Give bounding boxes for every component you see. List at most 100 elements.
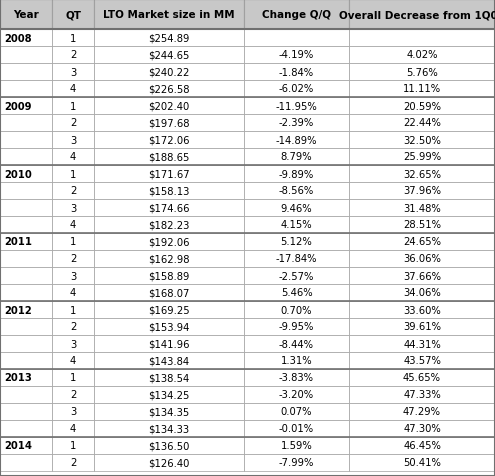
- Bar: [349, 183, 495, 199]
- Bar: [244, 369, 349, 386]
- Bar: [52, 454, 94, 471]
- Bar: [94, 437, 244, 454]
- Text: 2: 2: [70, 118, 76, 128]
- Text: $202.40: $202.40: [148, 101, 190, 111]
- Text: -1.84%: -1.84%: [279, 68, 314, 77]
- Bar: [52, 64, 94, 81]
- Text: $174.66: $174.66: [148, 203, 190, 213]
- Bar: [349, 132, 495, 149]
- Bar: [94, 98, 244, 115]
- Bar: [244, 199, 349, 217]
- Text: 8.79%: 8.79%: [281, 152, 312, 162]
- Text: 32.65%: 32.65%: [403, 169, 441, 179]
- Bar: [52, 250, 94, 268]
- Bar: [244, 335, 349, 352]
- Bar: [349, 335, 495, 352]
- Bar: [349, 268, 495, 284]
- Bar: [0, 183, 52, 199]
- Text: -0.01%: -0.01%: [279, 424, 314, 434]
- Text: Change Q/Q: Change Q/Q: [262, 10, 331, 20]
- Text: 0.07%: 0.07%: [281, 407, 312, 416]
- Bar: [52, 234, 94, 250]
- Text: 4.15%: 4.15%: [281, 220, 312, 230]
- Bar: [244, 166, 349, 183]
- Bar: [52, 318, 94, 335]
- Text: 1: 1: [70, 33, 76, 43]
- Text: 33.60%: 33.60%: [403, 305, 441, 315]
- Text: 3: 3: [70, 271, 76, 281]
- Text: -3.20%: -3.20%: [279, 390, 314, 400]
- Bar: [0, 115, 52, 132]
- Bar: [0, 81, 52, 98]
- Bar: [349, 149, 495, 166]
- Bar: [349, 284, 495, 301]
- Bar: [0, 318, 52, 335]
- Bar: [94, 318, 244, 335]
- Text: 43.57%: 43.57%: [403, 356, 441, 366]
- Text: 28.51%: 28.51%: [403, 220, 441, 230]
- Bar: [94, 301, 244, 318]
- Text: $244.65: $244.65: [148, 50, 190, 60]
- Bar: [349, 234, 495, 250]
- Bar: [52, 335, 94, 352]
- Bar: [0, 149, 52, 166]
- Bar: [244, 352, 349, 369]
- Text: 2: 2: [70, 390, 76, 400]
- Bar: [244, 0, 349, 30]
- Bar: [349, 318, 495, 335]
- Text: 2009: 2009: [4, 101, 32, 111]
- Bar: [0, 47, 52, 64]
- Text: 37.96%: 37.96%: [403, 186, 441, 196]
- Bar: [349, 47, 495, 64]
- Text: $134.35: $134.35: [148, 407, 190, 416]
- Bar: [0, 132, 52, 149]
- Text: $158.13: $158.13: [148, 186, 190, 196]
- Bar: [52, 420, 94, 437]
- Bar: [349, 403, 495, 420]
- Text: 47.29%: 47.29%: [403, 407, 441, 416]
- Text: 2014: 2014: [4, 441, 32, 451]
- Text: 47.33%: 47.33%: [403, 390, 441, 400]
- Text: 47.30%: 47.30%: [403, 424, 441, 434]
- Text: 22.44%: 22.44%: [403, 118, 441, 128]
- Bar: [349, 386, 495, 403]
- Text: 2013: 2013: [4, 373, 32, 383]
- Bar: [244, 149, 349, 166]
- Bar: [94, 199, 244, 217]
- Text: 5.12%: 5.12%: [281, 237, 312, 247]
- Bar: [94, 0, 244, 30]
- Bar: [52, 0, 94, 30]
- Text: Overall Decrease from 1Q08: Overall Decrease from 1Q08: [339, 10, 495, 20]
- Bar: [349, 420, 495, 437]
- Bar: [349, 369, 495, 386]
- Bar: [0, 64, 52, 81]
- Bar: [52, 301, 94, 318]
- Bar: [349, 81, 495, 98]
- Bar: [0, 352, 52, 369]
- Text: -14.89%: -14.89%: [276, 135, 317, 145]
- Bar: [0, 250, 52, 268]
- Bar: [94, 369, 244, 386]
- Text: $254.89: $254.89: [148, 33, 190, 43]
- Text: -2.57%: -2.57%: [279, 271, 314, 281]
- Text: 46.45%: 46.45%: [403, 441, 441, 451]
- Bar: [349, 301, 495, 318]
- Bar: [349, 437, 495, 454]
- Bar: [52, 352, 94, 369]
- Bar: [244, 234, 349, 250]
- Text: 34.06%: 34.06%: [403, 288, 441, 298]
- Text: $134.25: $134.25: [148, 390, 190, 400]
- Bar: [244, 284, 349, 301]
- Text: -4.19%: -4.19%: [279, 50, 314, 60]
- Bar: [52, 98, 94, 115]
- Text: 3: 3: [70, 68, 76, 77]
- Bar: [244, 183, 349, 199]
- Text: Year: Year: [13, 10, 39, 20]
- Bar: [244, 47, 349, 64]
- Text: $182.23: $182.23: [148, 220, 190, 230]
- Text: $143.84: $143.84: [148, 356, 190, 366]
- Bar: [0, 386, 52, 403]
- Bar: [244, 98, 349, 115]
- Bar: [94, 115, 244, 132]
- Bar: [0, 30, 52, 47]
